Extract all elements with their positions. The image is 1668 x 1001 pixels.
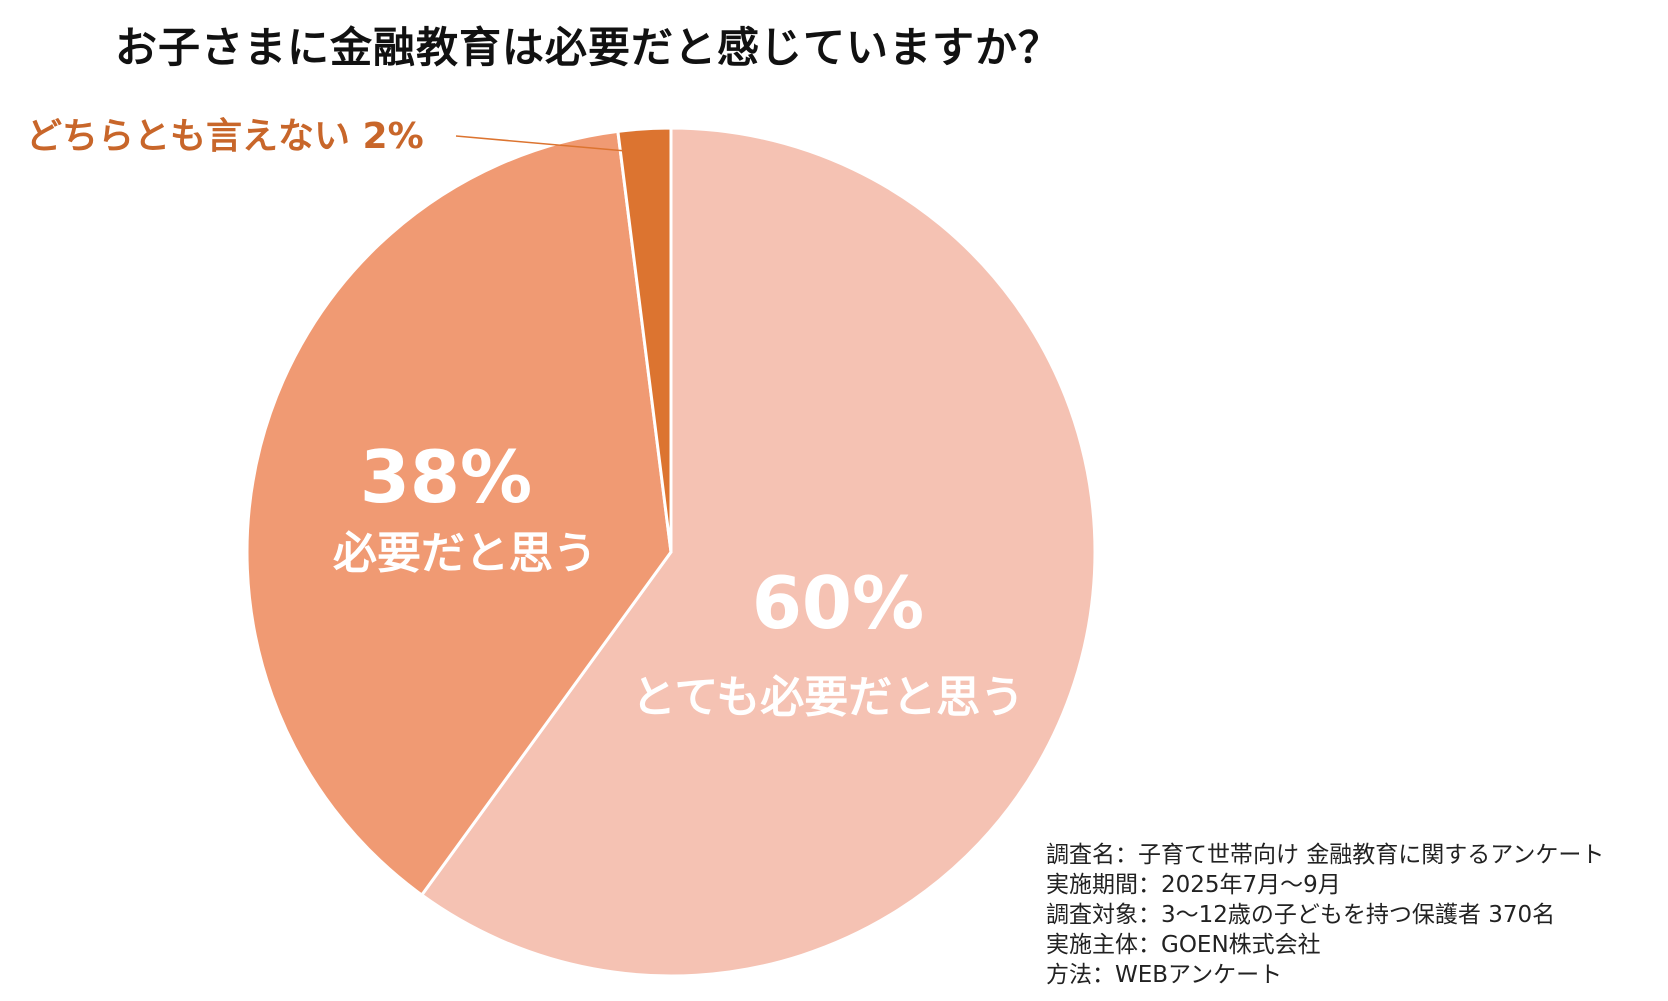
slice-1-value-label: 60% bbox=[752, 561, 924, 645]
survey-notes: 調査名：子育て世帯向け 金融教育に関するアンケート 実施期間：2025年7月〜9… bbox=[1046, 840, 1604, 990]
chart-title: お子さまに金融教育は必要だと感じていますか？ bbox=[115, 23, 1062, 72]
survey-target-note: 調査対象：3〜12歳の子どもを持つ保護者 370名 bbox=[1046, 902, 1556, 928]
slice-3-leader-line bbox=[455, 135, 646, 154]
slice-3-callout-label: どちらとも言えない 2% bbox=[26, 116, 424, 157]
pie-slice-2 bbox=[245, 129, 673, 897]
survey-name-note: 調査名：子育て世帯向け 金融教育に関するアンケート bbox=[1046, 842, 1605, 868]
slice-2-value-label: 38% bbox=[360, 435, 532, 519]
slice-3-value-label: 2% bbox=[363, 116, 424, 157]
pie-slice-3 bbox=[616, 126, 673, 554]
pie-slice-1 bbox=[420, 126, 1097, 978]
slice-3-name-label: どちらとも言えない bbox=[26, 116, 363, 157]
slice-1-name-label: とても必要だと思う bbox=[632, 672, 1024, 723]
survey-method-note: 方法：WEBアンケート bbox=[1046, 962, 1283, 988]
survey-period-note: 実施期間：2025年7月〜9月 bbox=[1046, 872, 1341, 898]
slice-2-name-label: 必要だと思う bbox=[333, 528, 597, 579]
survey-organizer-note: 実施主体：GOEN株式会社 bbox=[1046, 932, 1321, 958]
